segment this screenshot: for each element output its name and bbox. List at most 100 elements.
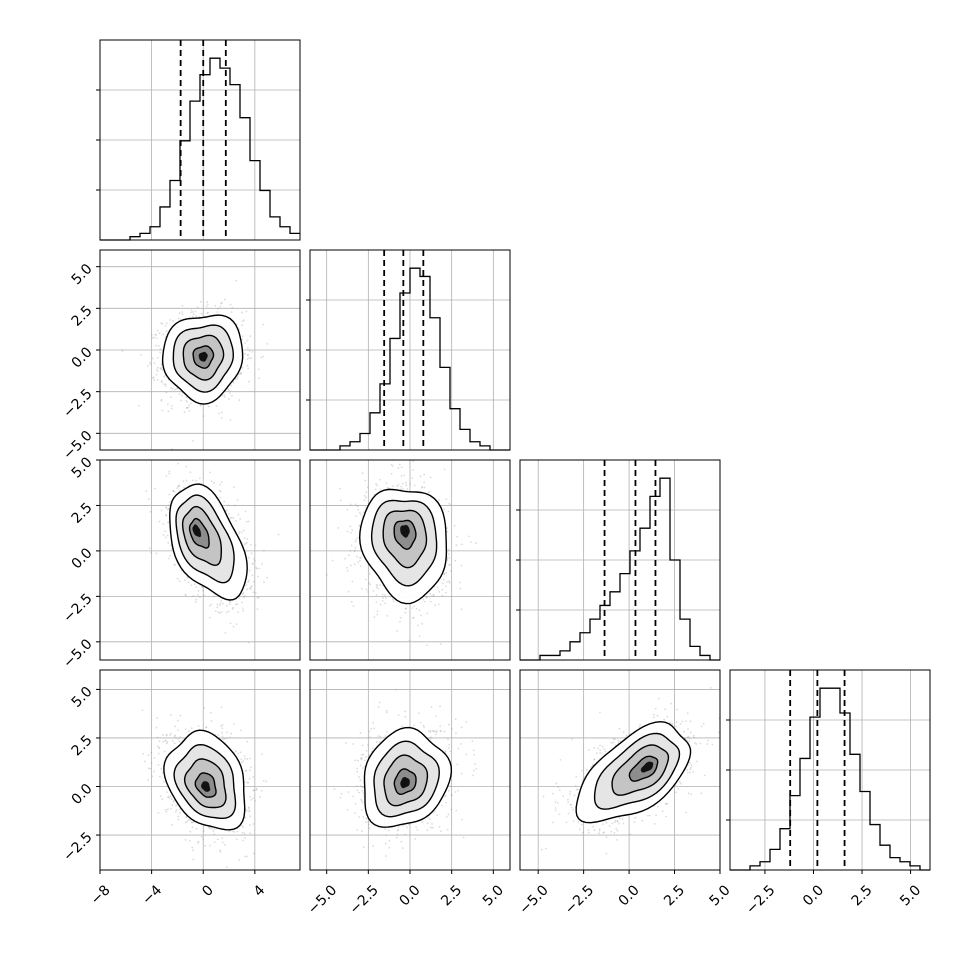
sample-point xyxy=(364,479,367,482)
sample-point xyxy=(346,569,349,572)
sample-point xyxy=(421,485,424,488)
sample-point xyxy=(190,311,192,314)
sample-point xyxy=(235,623,238,626)
sample-point xyxy=(379,488,382,491)
panel-content xyxy=(325,460,477,647)
sample-point xyxy=(232,625,235,628)
sample-point xyxy=(173,490,176,493)
sample-point xyxy=(147,779,150,781)
sample-point xyxy=(249,588,252,590)
sample-point xyxy=(360,513,362,516)
sample-point xyxy=(227,504,230,507)
sample-point xyxy=(220,411,223,414)
sample-point xyxy=(245,584,248,586)
sample-point xyxy=(241,338,243,341)
sample-point xyxy=(246,541,248,544)
sample-point xyxy=(262,355,265,358)
panel-frame xyxy=(729,669,931,871)
sample-point xyxy=(157,812,160,814)
sample-point xyxy=(231,830,234,833)
sample-point xyxy=(240,531,243,534)
sample-point xyxy=(121,349,124,352)
sample-point xyxy=(349,525,352,528)
sample-point xyxy=(160,381,163,383)
sample-point xyxy=(190,584,193,587)
sample-point xyxy=(248,569,251,572)
sample-point xyxy=(372,589,375,592)
panel-frame xyxy=(519,459,721,661)
sample-point xyxy=(184,593,187,596)
contour-line xyxy=(370,499,438,587)
sample-point xyxy=(368,582,370,584)
sample-point xyxy=(174,811,177,813)
sample-point xyxy=(474,542,477,544)
histogram-step xyxy=(310,267,510,451)
sample-point xyxy=(244,837,247,839)
sample-point xyxy=(229,517,232,520)
sample-point xyxy=(397,483,400,486)
sample-point xyxy=(248,769,251,772)
sample-point xyxy=(246,588,249,591)
sample-point xyxy=(185,816,188,819)
sample-point xyxy=(347,590,350,593)
sample-point xyxy=(391,465,394,467)
sample-point xyxy=(230,516,233,519)
sample-point xyxy=(165,475,168,477)
sample-point xyxy=(158,332,161,335)
sample-point xyxy=(201,586,204,589)
sample-point xyxy=(419,475,422,478)
sample-point xyxy=(400,466,403,469)
sample-point xyxy=(199,596,201,599)
sample-point xyxy=(423,486,426,489)
sample-point xyxy=(220,302,223,305)
scatter-panel-2 xyxy=(309,459,511,661)
sample-point xyxy=(198,477,201,480)
histogram-step xyxy=(100,57,300,241)
sample-point xyxy=(223,737,226,740)
sample-point xyxy=(400,474,403,477)
sample-point xyxy=(152,770,155,773)
sample-point xyxy=(357,561,360,564)
sample-point xyxy=(232,517,235,519)
sample-point xyxy=(165,734,168,737)
scatter-panel-3 xyxy=(99,669,301,871)
sample-point xyxy=(147,767,150,770)
sample-point xyxy=(168,472,171,475)
sample-point xyxy=(185,396,188,399)
sample-point xyxy=(214,610,217,613)
sample-point xyxy=(238,859,240,861)
sample-point xyxy=(401,488,404,490)
sample-point xyxy=(155,333,157,336)
sample-point xyxy=(174,725,177,728)
sample-point xyxy=(445,591,447,594)
sample-point xyxy=(181,304,184,307)
sample-point xyxy=(365,496,368,499)
sample-point xyxy=(197,590,200,592)
sample-point xyxy=(205,305,208,308)
sample-point xyxy=(244,595,246,597)
sample-point xyxy=(237,513,240,516)
sample-point xyxy=(225,611,228,614)
sample-point xyxy=(364,578,367,581)
sample-point xyxy=(260,356,263,359)
sample-point xyxy=(426,595,428,598)
sample-point xyxy=(191,821,193,824)
sample-point xyxy=(218,412,220,415)
sample-point xyxy=(377,587,379,590)
sample-point xyxy=(199,301,202,303)
sample-point xyxy=(204,844,207,847)
sample-point xyxy=(353,550,356,552)
sample-point xyxy=(376,484,378,487)
sample-point xyxy=(263,549,265,552)
sample-point xyxy=(350,531,352,534)
sample-point xyxy=(242,609,245,612)
sample-point xyxy=(236,499,239,501)
sample-point xyxy=(150,333,153,336)
sample-point xyxy=(185,407,188,409)
sample-point xyxy=(181,313,184,316)
sample-point xyxy=(396,630,399,632)
sample-point xyxy=(365,491,368,494)
sample-point xyxy=(156,370,159,372)
sample-point xyxy=(374,488,377,491)
sample-point xyxy=(257,575,259,578)
